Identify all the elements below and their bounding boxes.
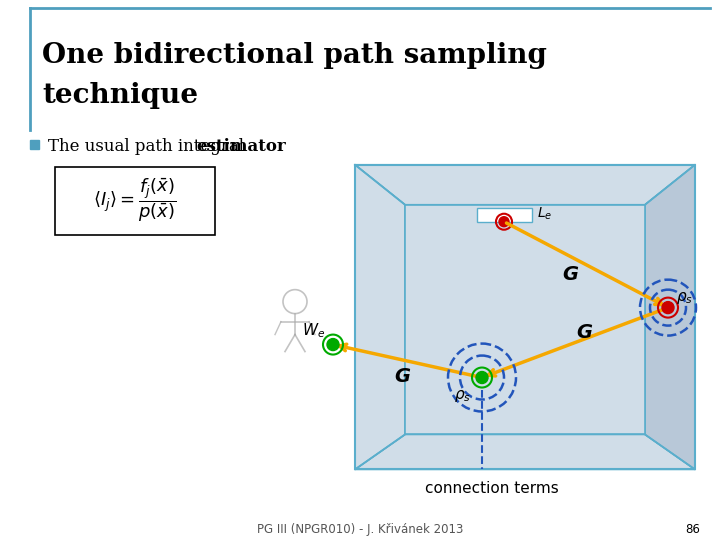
Text: 86: 86 — [685, 523, 700, 536]
Circle shape — [476, 372, 488, 383]
Polygon shape — [355, 165, 695, 205]
Text: PG III (NPGR010) - J. Křivánek 2013: PG III (NPGR010) - J. Křivánek 2013 — [257, 523, 463, 536]
Text: $L_e$: $L_e$ — [537, 206, 552, 222]
Text: One bidirectional path sampling: One bidirectional path sampling — [42, 42, 547, 69]
Bar — [55, 167, 215, 235]
Text: connection terms: connection terms — [425, 481, 559, 496]
Circle shape — [662, 302, 674, 314]
Text: technique: technique — [42, 82, 198, 109]
Text: $\rho_s$: $\rho_s$ — [454, 388, 471, 403]
Bar — [477, 208, 532, 222]
Polygon shape — [645, 165, 695, 469]
Text: $\langle I_j \rangle = \dfrac{f_j(\bar{x})}{p(\bar{x})}$: $\langle I_j \rangle = \dfrac{f_j(\bar{x… — [93, 177, 177, 225]
Circle shape — [499, 217, 509, 227]
Circle shape — [327, 339, 339, 350]
Text: The usual path integral: The usual path integral — [48, 138, 249, 155]
Polygon shape — [355, 435, 695, 469]
Polygon shape — [355, 165, 405, 469]
Text: estimator: estimator — [196, 138, 286, 155]
Text: $\rho_s$: $\rho_s$ — [676, 289, 693, 306]
Polygon shape — [405, 205, 645, 435]
Text: $W_e$: $W_e$ — [302, 321, 325, 340]
Text: $\bfit{G}$: $\bfit{G}$ — [562, 265, 580, 284]
Bar — [30, 140, 39, 149]
Text: $\bfit{G}$: $\bfit{G}$ — [394, 367, 411, 386]
Text: $\bfit{G}$: $\bfit{G}$ — [577, 323, 593, 342]
